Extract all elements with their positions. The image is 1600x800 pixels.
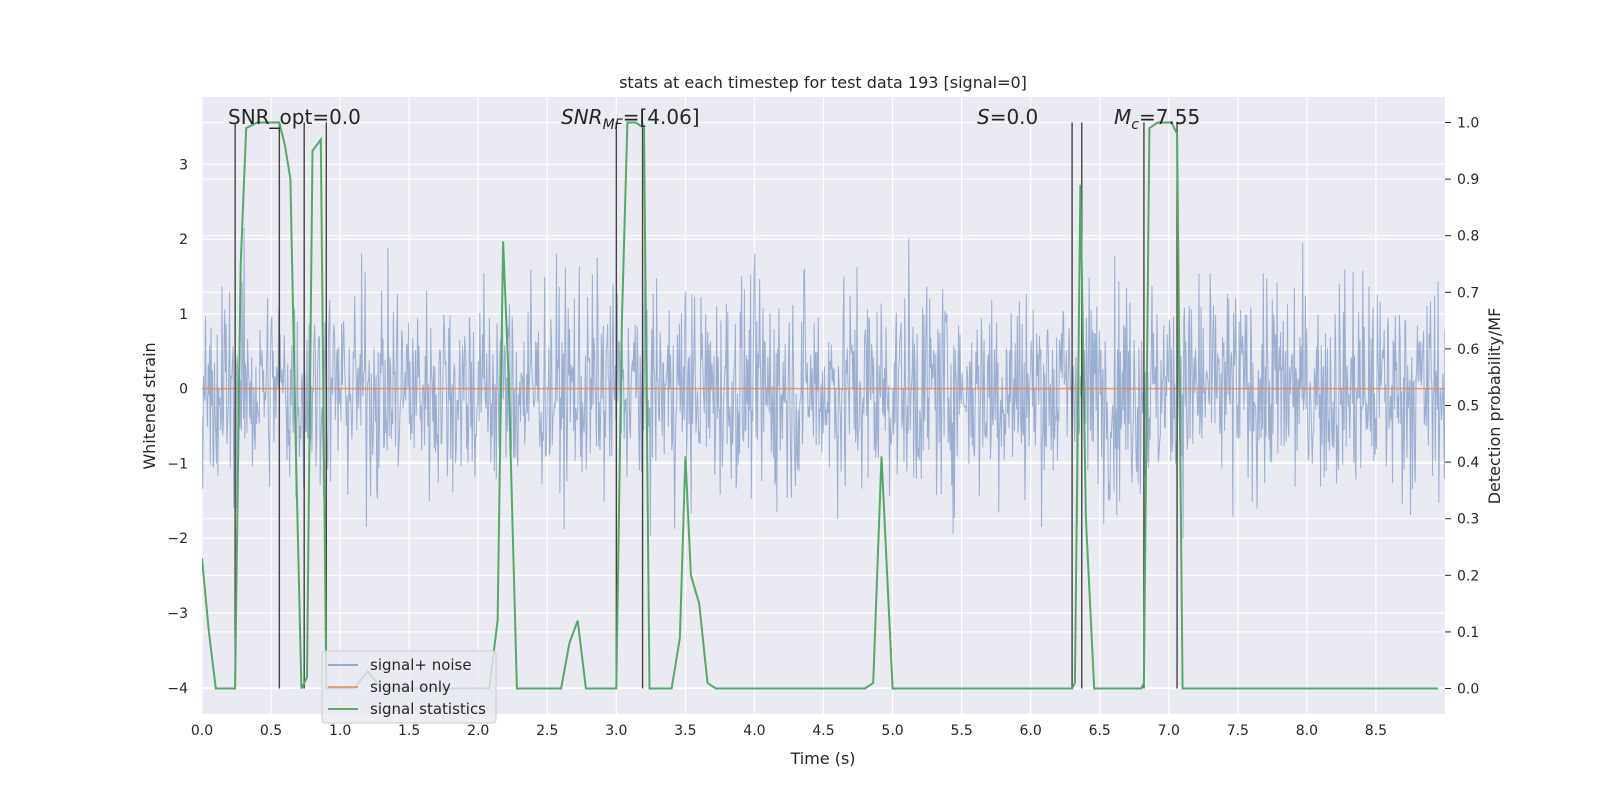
- y2-axis-ticks: 1.0 0.9 0.8 0.7 0.6 0.5 0.4 0.3 0.2 0.1 0.0: [1445, 115, 1479, 698]
- x-tick-label: 3.0: [605, 723, 627, 739]
- annotation-s-main: S: [977, 105, 990, 129]
- y-tick-label: 1: [179, 307, 188, 323]
- y2-tick-label: 0.5: [1457, 399, 1479, 415]
- stats-line: [202, 121, 1439, 690]
- x-tick-label: 7.5: [1227, 723, 1249, 739]
- legend: signal+ noise signal only signal statist…: [321, 650, 497, 724]
- y2-tick-label: 0.6: [1457, 342, 1479, 358]
- y-axis-ticks: 3 2 1 0 −1 −2 −3 −4: [167, 157, 188, 697]
- noise-series: [202, 218, 1445, 539]
- x-tick-label: 8.5: [1365, 723, 1387, 739]
- y-tick-label: −1: [167, 456, 188, 472]
- y-axis-label: Whitened strain: [140, 342, 159, 469]
- x-tick-label: 5.5: [950, 723, 972, 739]
- legend-entry-stats: signal statistics: [370, 700, 486, 718]
- x-axis-label: Time (s): [789, 749, 855, 768]
- x-axis-ticks: 0.0 0.5 1.0 1.5 2.0 2.5 3.0 3.5 4.0 4.5 5.0 5.5 6.0 6…: [191, 723, 1387, 739]
- annotation-mc-sub: c: [1131, 117, 1139, 133]
- legend-entry-signal: signal only: [370, 678, 451, 696]
- y2-tick-label: 0.3: [1457, 512, 1479, 528]
- x-tick-label: 5.0: [881, 723, 903, 739]
- y2-tick-label: 0.0: [1457, 682, 1479, 698]
- y-tick-label: 0: [179, 382, 188, 398]
- y2-tick-label: 0.4: [1457, 455, 1479, 471]
- annotation-mc-value: =7.55: [1139, 105, 1200, 129]
- x-tick-label: 4.0: [743, 723, 765, 739]
- annotation-snr-mf-value: =[4.06]: [623, 105, 700, 129]
- x-tick-label: 6.0: [1020, 723, 1042, 739]
- legend-entry-noise: signal+ noise: [370, 656, 472, 674]
- x-tick-label: 7.0: [1158, 723, 1180, 739]
- annotation-mc: Mc=7.55: [1114, 105, 1200, 133]
- x-tick-label: 1.0: [329, 723, 351, 739]
- annotation-mc-main: M: [1114, 105, 1131, 129]
- y2-tick-label: 0.2: [1457, 568, 1479, 584]
- chart-title: stats at each timestep for test data 193…: [619, 73, 1027, 92]
- noise-line: [202, 218, 1445, 539]
- y-tick-label: −2: [167, 531, 188, 547]
- x-tick-label: 1.5: [398, 723, 420, 739]
- x-tick-label: 4.5: [812, 723, 834, 739]
- annotation-snr-mf-main: SNR: [561, 105, 603, 129]
- x-tick-label: 0.0: [191, 723, 213, 739]
- y-tick-label: −4: [167, 681, 188, 697]
- annotation-s-value: =0.0: [990, 105, 1039, 129]
- annotation-s: S=0.0: [977, 105, 1038, 129]
- y-tick-label: −3: [167, 606, 188, 622]
- x-tick-label: 2.0: [467, 723, 489, 739]
- y2-tick-label: 0.8: [1457, 229, 1479, 245]
- stats-series: [202, 121, 1439, 690]
- y-tick-label: 2: [179, 232, 188, 248]
- y2-tick-label: 0.1: [1457, 625, 1479, 641]
- y2-tick-label: 0.9: [1457, 172, 1479, 188]
- x-tick-label: 8.0: [1296, 723, 1318, 739]
- x-tick-label: 6.5: [1089, 723, 1111, 739]
- y-tick-label: 3: [179, 157, 188, 173]
- annotation-snr-mf-sub: MF: [603, 117, 624, 133]
- annotation-snr-mf: SNRMF=[4.06]: [561, 105, 700, 133]
- annotation-snr-opt: SNR_opt=0.0: [228, 105, 361, 129]
- x-tick-label: 3.5: [674, 723, 696, 739]
- y2-tick-label: 1.0: [1457, 115, 1479, 131]
- x-tick-label: 2.5: [536, 723, 558, 739]
- y2-axis-label: Detection probability/MF: [1485, 308, 1504, 505]
- y2-tick-label: 0.7: [1457, 285, 1479, 301]
- x-tick-label: 0.5: [260, 723, 282, 739]
